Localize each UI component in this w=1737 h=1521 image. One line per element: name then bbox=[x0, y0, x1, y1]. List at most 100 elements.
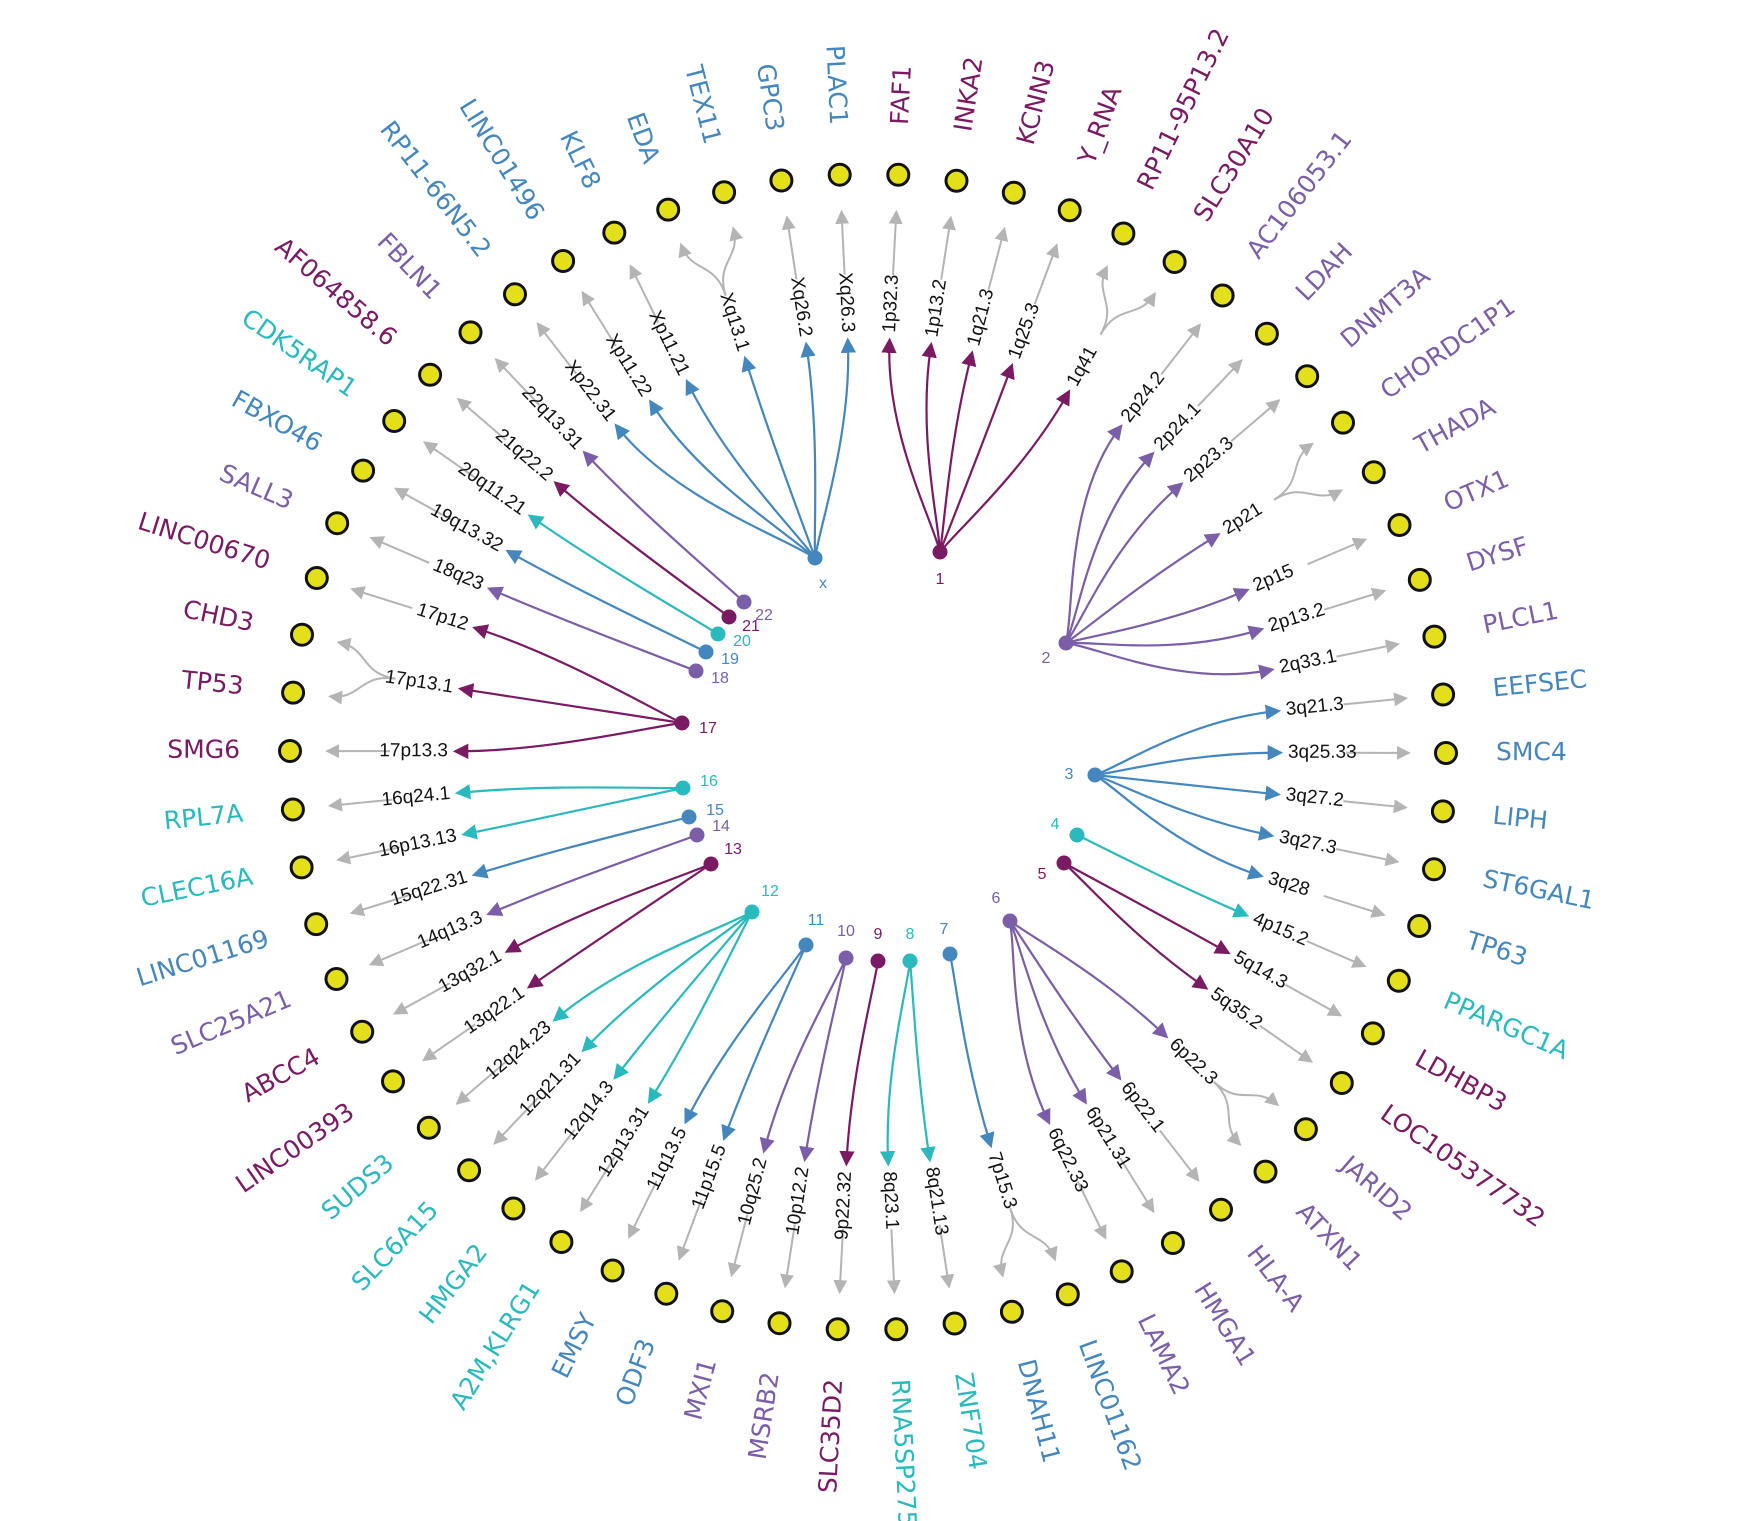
gene-label-smg6: SMG6 bbox=[167, 735, 240, 764]
link-xq13-1-to-tex11 bbox=[722, 226, 744, 296]
gene-node-ppargc1a bbox=[1386, 968, 1411, 993]
nodes bbox=[278, 162, 1458, 1342]
gene-node-tp53 bbox=[281, 680, 306, 705]
gene-node-eefsec bbox=[1431, 682, 1456, 707]
gene-label-ppargc1a: PPARGC1A bbox=[1440, 986, 1574, 1065]
chromosome-node-10 bbox=[838, 950, 854, 966]
chromosome-label-14: 14 bbox=[712, 818, 730, 835]
band-label-6q22-33: 6q22.33 bbox=[1043, 1125, 1092, 1196]
chr-8-to-8q21-13 bbox=[908, 960, 936, 1163]
chromosome-node-19 bbox=[698, 644, 714, 660]
gene-node-af064858-6 bbox=[418, 362, 443, 387]
band-label-3q21-3: 3q21.3 bbox=[1285, 693, 1345, 720]
band-label-4p15-2: 4p15.2 bbox=[1250, 908, 1312, 950]
gene-node-slc25a21 bbox=[324, 967, 349, 991]
gene-label-rna5sp275: RNA5SP275 bbox=[886, 1378, 922, 1521]
chr-12-to-12q24-23 bbox=[552, 911, 753, 1022]
gene-label-st6gal1: ST6GAL1 bbox=[1480, 864, 1597, 915]
band-label-xq26-3: Xq26.3 bbox=[834, 272, 858, 333]
band-label-xp22-31: Xp22.31 bbox=[560, 357, 620, 426]
gene-label-ldah: LDAH bbox=[1290, 237, 1358, 307]
chromosome-label-4: 4 bbox=[1051, 816, 1060, 833]
gene-node-dnah11 bbox=[999, 1299, 1024, 1324]
link-4p15-2-to-ppargc1a bbox=[1306, 940, 1367, 968]
link-6q22-33-to-lama2 bbox=[1076, 1181, 1107, 1240]
link-6p22-3-to-jarid2 bbox=[1213, 1081, 1280, 1107]
gene-label-thada: THADA bbox=[1409, 392, 1500, 460]
chr-1-to-1q21-3 bbox=[938, 350, 977, 553]
chr-x-to-xq26-3 bbox=[813, 337, 857, 559]
chr-16-to-16q24-1 bbox=[454, 784, 684, 800]
link-6p22-3-to-atxn1 bbox=[1213, 1081, 1242, 1147]
chromosome-label-6: 6 bbox=[992, 890, 1001, 907]
chromosome-label-16: 16 bbox=[700, 773, 718, 790]
gene-node-otx1 bbox=[1387, 513, 1412, 537]
gene-node-loc105377732 bbox=[1329, 1071, 1354, 1095]
band-label-14q13-3: 14q13.3 bbox=[414, 907, 485, 953]
band-label-16p13-13: 16p13.13 bbox=[377, 825, 459, 861]
chromosome-label-8: 8 bbox=[906, 926, 915, 943]
link-3q28-to-tp63 bbox=[1323, 894, 1386, 918]
band-label-12q21-31: 12q21.31 bbox=[515, 1048, 585, 1120]
link-9p22-32-to-slc35d2 bbox=[833, 1229, 848, 1295]
gene-node-hmga2 bbox=[501, 1196, 526, 1221]
gene-node-odf3 bbox=[654, 1281, 679, 1306]
chr-12-to-12q21-31 bbox=[581, 911, 753, 1053]
gene-node-plcl1 bbox=[1422, 624, 1447, 649]
chromosome-node-17 bbox=[674, 715, 690, 731]
gene-label-abcc4: ABCC4 bbox=[237, 1042, 325, 1108]
chromosome-label-7: 7 bbox=[940, 921, 949, 938]
gene-node-tex11 bbox=[712, 180, 737, 205]
gene-label-hla-a: HLA-A bbox=[1241, 1240, 1310, 1317]
chr-3-to-3q21-3 bbox=[1094, 704, 1282, 777]
band-label-xp11-21: Xp11.21 bbox=[644, 307, 693, 379]
gene-node-atxn1 bbox=[1253, 1159, 1278, 1184]
gene-node-clec16a bbox=[289, 855, 314, 880]
band-label-1p13-2: 1p13.2 bbox=[921, 278, 951, 339]
gene-label-linc01162: LINC01162 bbox=[1073, 1336, 1148, 1475]
link-1p13-2-to-inka2 bbox=[940, 215, 956, 280]
chromosome-node-12 bbox=[744, 904, 760, 920]
gene-node-linc01496 bbox=[551, 249, 576, 273]
gene-node-smc4 bbox=[1434, 741, 1458, 765]
band-label-17p13-3: 17p13.3 bbox=[379, 740, 448, 761]
band-label-2p13-2: 2p13.2 bbox=[1266, 599, 1328, 636]
band-label-21q22-2: 21q22.2 bbox=[491, 425, 557, 486]
band-label-2p24-1: 2p24.1 bbox=[1150, 398, 1205, 455]
chromosome-node-2 bbox=[1058, 635, 1074, 651]
link-3q27-2-to-liph bbox=[1343, 799, 1408, 814]
chr-2-to-2p24-1 bbox=[1064, 451, 1155, 644]
chr-17-to-17p13-3 bbox=[452, 721, 683, 760]
gene-label-tex11: TEX11 bbox=[679, 61, 727, 147]
gene-node-slc6a15 bbox=[457, 1158, 482, 1183]
band-label-8q23-1: 8q23.1 bbox=[879, 1171, 903, 1230]
gene-node-y-rna bbox=[1057, 198, 1082, 223]
gene-node-plac1 bbox=[827, 162, 852, 187]
gene-node-inka2 bbox=[944, 168, 969, 193]
band-label-17p12: 17p12 bbox=[414, 599, 471, 635]
chromosome-label-21: 21 bbox=[742, 618, 760, 635]
chr-3-to-3q27-2 bbox=[1094, 773, 1281, 801]
chromosome-label-11: 11 bbox=[808, 912, 825, 929]
band-label-xp11-22: Xp11.22 bbox=[601, 330, 655, 400]
link-8q21-13-to-znf704 bbox=[938, 1224, 955, 1289]
gene-label-hmga1: HMGA1 bbox=[1188, 1277, 1262, 1371]
band-label-2p15: 2p15 bbox=[1250, 560, 1297, 596]
band-label-10p12-2: 10p12.2 bbox=[782, 1165, 813, 1236]
band-label-xq13-1: Xq13.1 bbox=[715, 290, 753, 354]
link-13q22-1-to-linc00393 bbox=[422, 1023, 476, 1062]
chromosome-node-13 bbox=[703, 856, 719, 872]
chr-16-to-16p13-13 bbox=[461, 786, 684, 840]
link-2p15-to-otx1 bbox=[1307, 537, 1368, 566]
chromosome-node-6 bbox=[1002, 913, 1018, 929]
chromosome-label-9: 9 bbox=[874, 926, 883, 943]
chromosome-label-22: 22 bbox=[755, 607, 773, 624]
chr-10-to-10p12-2 bbox=[799, 957, 848, 1163]
chr-6-to-6p22-3 bbox=[1009, 920, 1169, 1039]
chr-6-to-6q22-33 bbox=[1008, 920, 1051, 1125]
chr-11-to-11p15-5 bbox=[721, 944, 808, 1141]
gene-label-emsy: EMSY bbox=[546, 1308, 603, 1383]
gene-node-dysf bbox=[1407, 567, 1432, 592]
band-label-20q11-21: 20q11.21 bbox=[454, 458, 530, 520]
chromosome-node-5 bbox=[1056, 855, 1072, 871]
